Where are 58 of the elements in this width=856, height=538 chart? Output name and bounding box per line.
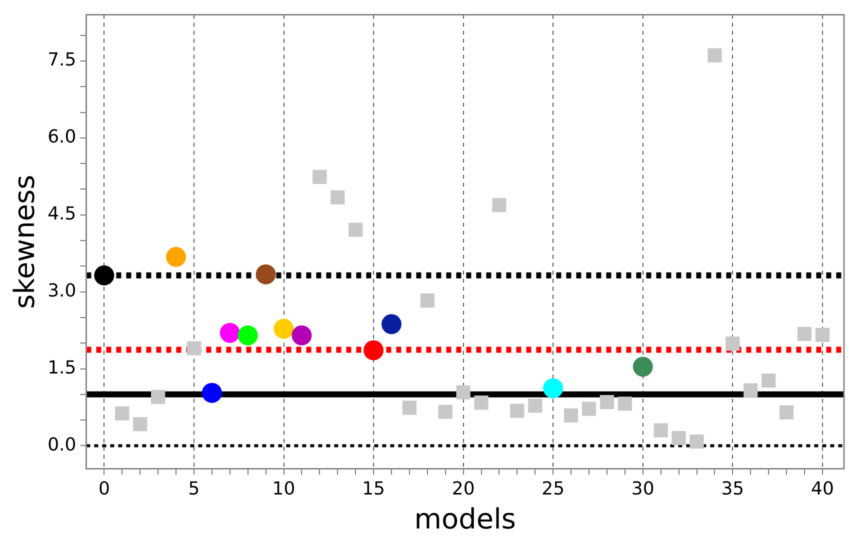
x-tick-label: 0: [98, 478, 110, 500]
x-tick-label: 25: [542, 478, 565, 500]
point: [510, 404, 524, 418]
x-tick-label: 30: [631, 478, 654, 500]
point: [726, 336, 740, 351]
y-tick-label: 6.0: [48, 126, 76, 148]
point: [690, 434, 704, 449]
point: [402, 400, 417, 415]
point: [364, 340, 384, 360]
point: [456, 385, 470, 400]
x-axis-title: models: [414, 502, 516, 536]
point: [708, 48, 722, 62]
point: [779, 405, 794, 420]
point: [348, 222, 363, 237]
point: [797, 326, 812, 341]
point: [115, 406, 130, 420]
y-axis-title: skewness: [8, 174, 42, 309]
point: [312, 170, 327, 184]
point: [220, 322, 240, 343]
point: [672, 430, 686, 446]
y-tick-label: 3.0: [48, 280, 76, 302]
y-tick-label: 4.5: [48, 204, 76, 225]
point: [133, 417, 148, 432]
point: [256, 264, 276, 284]
x-tick-label: 20: [452, 478, 475, 500]
x-tick-label: 5: [188, 478, 200, 500]
point: [330, 190, 345, 204]
x-tick-label: 10: [272, 478, 296, 500]
point: [618, 396, 632, 411]
point: [564, 408, 578, 423]
point: [238, 325, 258, 346]
point: [528, 398, 542, 413]
x-tick-label: 35: [721, 478, 744, 500]
point: [186, 341, 202, 356]
point: [274, 318, 294, 339]
point: [582, 402, 596, 416]
point: [543, 378, 564, 398]
point: [420, 293, 434, 308]
point: [600, 395, 614, 410]
point: [762, 373, 776, 388]
point: [744, 383, 758, 398]
point: [292, 325, 312, 346]
y-tick-label: 7.5: [48, 50, 76, 71]
point: [381, 314, 402, 334]
x-tick-label: 15: [362, 478, 385, 500]
y-tick-label: 0.0: [48, 434, 76, 456]
y-tick-label: 1.5: [48, 357, 76, 378]
point: [474, 396, 488, 410]
point: [94, 265, 114, 286]
point: [815, 328, 830, 342]
point: [202, 382, 222, 403]
point: [150, 390, 166, 404]
point: [492, 198, 506, 212]
x-tick-label: 40: [811, 478, 834, 500]
point: [166, 246, 186, 267]
point: [632, 356, 653, 377]
point: [654, 423, 668, 438]
point: [438, 404, 452, 419]
